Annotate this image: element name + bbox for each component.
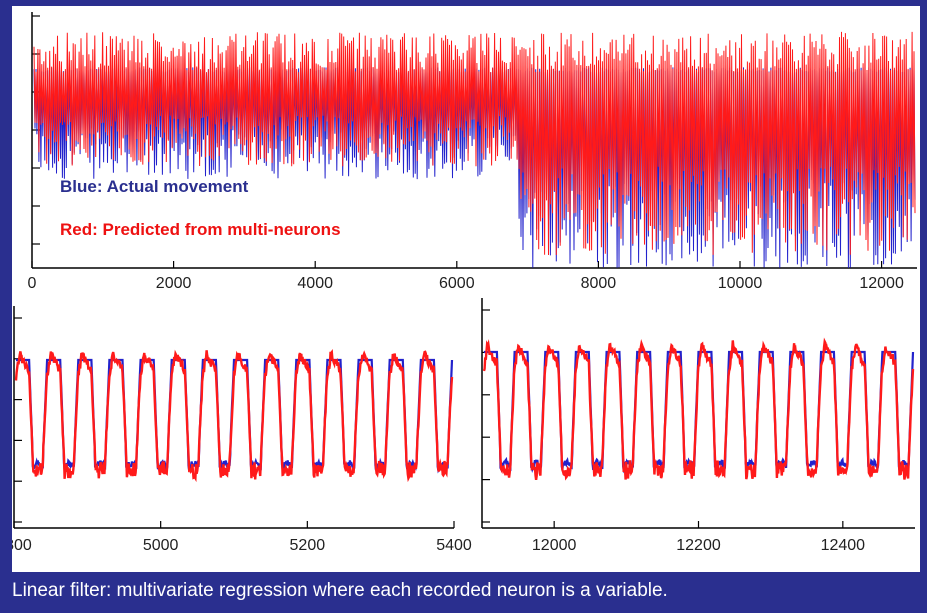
top-x-tick-label: 0 [28, 275, 37, 292]
top-chart: 0 2000 4000 6000 8000 10000 12000 [28, 12, 917, 292]
top-x-tick-label: 2000 [156, 275, 192, 292]
bottom-right-x-tick-label: 12200 [676, 537, 721, 554]
bottom-left-chart: 4800 5000 5200 5400 [12, 306, 472, 554]
top-x-tick-label: 8000 [581, 275, 617, 292]
top-series-predicted [33, 31, 916, 256]
legend: Blue: Actual movement Red: Predicted fro… [60, 177, 341, 239]
caption: Linear filter: multivariate regression w… [12, 580, 668, 601]
top-x-tick-label: 4000 [297, 275, 333, 292]
legend-entry-actual: Blue: Actual movement [60, 177, 249, 196]
chart-panel: 0 2000 4000 6000 8000 10000 12000 4800 5000 5200… [12, 6, 920, 572]
bottom-left-x-tick-label: 5200 [290, 537, 326, 554]
top-x-tick-label: 12000 [859, 275, 904, 292]
bottom-right-x-tick-label: 12400 [821, 537, 866, 554]
bottom-right-chart: 12000 12200 12400 [481, 298, 915, 554]
legend-entry-predicted: Red: Predicted from multi-neurons [60, 220, 341, 239]
bottom-right-series-actual [484, 350, 915, 474]
bottom-left-x-tick-label: 5400 [436, 537, 472, 554]
chart-figure: 0 2000 4000 6000 8000 10000 12000 4800 5000 5200… [12, 12, 917, 554]
bottom-left-x-tick-label: 5000 [143, 537, 179, 554]
top-x-tick-label: 6000 [439, 275, 475, 292]
bottom-left-x-tick-label: 4800 [12, 537, 32, 554]
top-x-tick-label: 10000 [718, 275, 763, 292]
bottom-right-series-predicted [482, 337, 915, 481]
bottom-left-series-predicted [14, 348, 454, 483]
bottom-right-x-tick-label: 12000 [532, 537, 577, 554]
